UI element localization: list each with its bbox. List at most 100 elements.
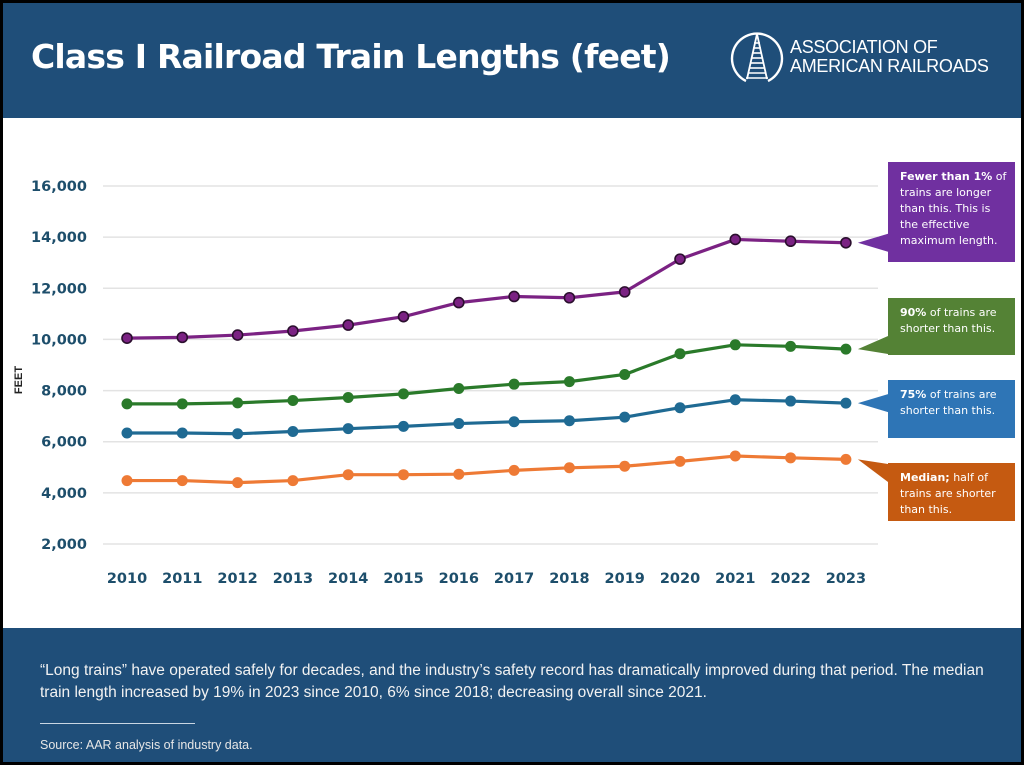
- series-0: [121, 233, 852, 344]
- x-tick-label: 2016: [439, 571, 479, 587]
- data-point: [398, 469, 409, 481]
- data-point: [342, 391, 354, 403]
- callout-bold-text: 75%: [900, 388, 927, 401]
- series-line: [126, 237, 846, 340]
- callout-bold-text: Fewer than 1%: [900, 170, 993, 183]
- infographic: Class I Railroad Train Lengths (feet) AS…: [3, 3, 1021, 762]
- data-point: [563, 376, 575, 388]
- x-tick-label: 2022: [770, 571, 810, 587]
- logo-wordmark: ASSOCIATION OF AMERICAN RAILROADS: [790, 38, 989, 76]
- data-point: [453, 418, 465, 430]
- data-point: [729, 394, 741, 406]
- callout-0: Fewer than 1% of trains are longer than …: [888, 162, 1015, 262]
- data-point: [121, 475, 133, 487]
- data-point: [618, 286, 631, 298]
- x-tick-label: 2011: [162, 571, 202, 587]
- y-tick-label: 8,000: [41, 384, 87, 400]
- footer-summary: “Long trains” have operated safely for d…: [40, 662, 984, 701]
- source-note: Source: AAR analysis of industry data.: [40, 738, 253, 752]
- data-point: [342, 319, 355, 331]
- data-point: [121, 427, 133, 439]
- y-tick-label: 10,000: [31, 332, 87, 348]
- data-point: [785, 395, 797, 407]
- data-point: [508, 416, 520, 428]
- y-tick-label: 4,000: [41, 486, 87, 502]
- data-point: [287, 425, 299, 437]
- x-tick-label: 2015: [383, 571, 423, 587]
- callout-pointer: [857, 394, 888, 413]
- data-point: [674, 455, 686, 467]
- x-tick-label: 2012: [217, 571, 257, 587]
- data-point: [176, 427, 188, 439]
- line-chart: 2,000 4,000 6,000 8,000 10,000 12,000 14,000 16…: [13, 179, 888, 587]
- y-tick-label: 2,000: [41, 537, 87, 553]
- data-point: [674, 402, 686, 414]
- data-point: [397, 310, 410, 323]
- aar-logo: ASSOCIATION OF AMERICAN RAILROADS: [730, 29, 989, 85]
- data-point: [287, 325, 299, 337]
- logo-line-2: AMERICAN RAILROADS: [790, 56, 989, 76]
- data-point: [840, 453, 852, 465]
- data-point: [232, 397, 244, 409]
- x-tick-label: 2013: [273, 571, 313, 587]
- data-point: [508, 378, 520, 390]
- data-point: [452, 296, 465, 309]
- data-point: [785, 340, 797, 352]
- data-point: [453, 383, 465, 395]
- callout-bold-text: Median;: [900, 471, 950, 484]
- page-title: Class I Railroad Train Lengths (feet): [31, 37, 671, 76]
- x-tick-label: 2021: [715, 571, 755, 587]
- data-point: [674, 253, 686, 265]
- railroad-track-icon: [730, 32, 784, 83]
- footer-divider: [40, 723, 195, 724]
- callout-text: of trains are shorter than this.: [900, 388, 997, 417]
- data-point: [231, 329, 244, 341]
- data-point: [398, 388, 409, 400]
- y-tick-label: 14,000: [31, 230, 87, 246]
- chart-area: 2,000 4,000 6,000 8,000 10,000 12,000 14,000 16…: [3, 118, 1021, 628]
- data-point: [398, 420, 409, 432]
- data-point: [121, 398, 133, 410]
- header-banner: Class I Railroad Train Lengths (feet) AS…: [3, 3, 1021, 118]
- y-tick-label: 16,000: [31, 179, 87, 195]
- data-point: [840, 343, 852, 355]
- data-point: [563, 291, 576, 304]
- data-point: [563, 462, 575, 474]
- data-point: [287, 395, 299, 407]
- series-line: [127, 343, 846, 406]
- x-tick-label: 2018: [549, 571, 589, 587]
- data-point: [342, 423, 354, 435]
- x-tick-label: 2023: [826, 571, 866, 587]
- data-point: [232, 428, 244, 440]
- x-tick-label: 2014: [328, 571, 368, 587]
- data-point: [729, 450, 741, 462]
- footer-banner: “Long trains” have operated safely for d…: [3, 628, 1021, 762]
- data-point: [619, 411, 631, 423]
- callout-pointer: [857, 233, 888, 252]
- data-point: [176, 475, 188, 487]
- callout-text: of trains are longer than this. This is …: [900, 170, 1007, 247]
- data-point: [563, 415, 575, 427]
- data-point: [232, 477, 244, 489]
- callout-text: of trains are shorter than this.: [900, 306, 997, 335]
- callout-2: 75% of trains are shorter than this.: [888, 380, 1015, 438]
- data-point: [674, 348, 686, 360]
- callout-pointer: [857, 336, 888, 354]
- x-tick-label: 2019: [605, 571, 645, 587]
- data-point: [784, 235, 797, 248]
- data-point: [342, 469, 354, 481]
- y-tick-label: 12,000: [31, 281, 87, 297]
- data-point: [508, 464, 520, 476]
- data-point: [287, 475, 299, 487]
- data-point: [619, 368, 631, 380]
- data-point: [785, 452, 797, 464]
- data-point: [619, 460, 631, 472]
- data-point: [729, 339, 741, 351]
- series-3: [121, 450, 852, 489]
- callout-3: Median; half of trains are shorter than …: [888, 463, 1015, 521]
- x-tick-label: 2010: [107, 571, 147, 587]
- y-axis-label: FEET: [13, 366, 25, 394]
- series-line: [127, 398, 846, 436]
- data-point: [176, 331, 189, 344]
- callout-pointer: [857, 459, 888, 482]
